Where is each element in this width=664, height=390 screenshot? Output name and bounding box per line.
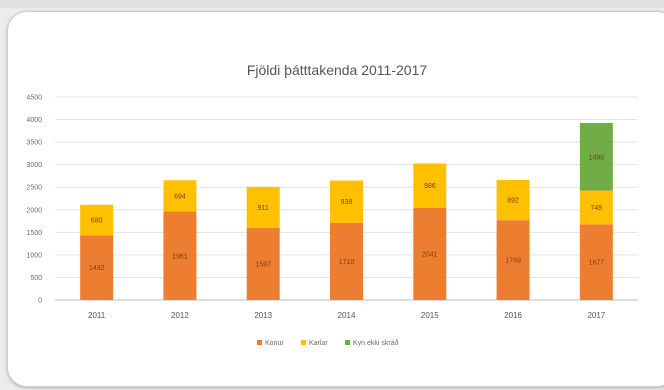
y-tick-label: 500 [30, 275, 42, 282]
bar-konur-2016 [496, 220, 530, 300]
data-label: 680 [91, 218, 103, 225]
y-tick-label: 1500 [26, 230, 42, 237]
bar-konur-2011 [80, 235, 114, 300]
bar-karlar-2013 [246, 186, 280, 228]
bar-karlar-2011 [80, 204, 114, 236]
data-label: 1498 [589, 154, 605, 161]
data-label: 1677 [589, 260, 605, 267]
y-tick-label: 0 [38, 298, 42, 305]
bar-karlar-2012 [163, 180, 197, 212]
chart-title: Fjöldi þátttakenda 2011-2017 [247, 62, 428, 78]
x-tick-label: 2015 [421, 311, 439, 320]
y-tick-label: 3000 [26, 162, 42, 169]
data-label: 986 [424, 183, 436, 190]
data-label: 694 [174, 193, 186, 200]
data-label: 1710 [339, 259, 355, 266]
bars: 1432 680 1961 694 1597 911 1710 938 2041 986 1769 8… [80, 122, 613, 300]
x-tick-label: 2014 [338, 311, 356, 320]
bar-karlar-2016 [496, 179, 530, 221]
legend-swatch [257, 340, 262, 345]
legend-swatch [345, 340, 350, 345]
bar-konur-2013 [246, 227, 280, 300]
bar-kyn-ekki-skr--2017 [579, 122, 613, 191]
data-label: 1961 [172, 253, 188, 260]
data-label: 2041 [422, 251, 438, 258]
data-label: 892 [507, 198, 519, 205]
x-tick-label: 2012 [171, 311, 189, 320]
x-tick-label: 2013 [254, 311, 272, 320]
data-label: 1432 [89, 265, 105, 272]
bar-konur-2017 [579, 224, 613, 300]
bar-konur-2014 [330, 222, 363, 300]
data-label: 1769 [505, 258, 521, 265]
data-label: 911 [258, 205, 269, 212]
x-tick-label: 2011 [88, 311, 106, 320]
legend: Konur Karlar Kyn ekki skráð [257, 339, 399, 347]
bar-konur-2015 [413, 207, 447, 300]
y-tick-label: 2500 [26, 185, 42, 192]
legend-label: Kyn ekki skráð [353, 339, 399, 347]
top-bar [0, 0, 664, 8]
x-axis: 2011 2012 2013 2014 2015 2016 2017 [88, 311, 606, 320]
bar-konur-2012 [163, 211, 197, 300]
y-tick-label: 3500 [26, 140, 42, 147]
legend-label: Konur [265, 340, 284, 347]
data-label: 1597 [255, 261, 271, 268]
y-tick-label: 2000 [26, 207, 42, 214]
x-tick-label: 2017 [587, 311, 605, 320]
bar-karlar-2015 [413, 163, 447, 208]
y-axis: 0 500 1000 1500 2000 2500 3000 3500 4000 4500 [26, 95, 42, 305]
gridlines [55, 96, 638, 301]
data-label: 938 [341, 199, 353, 206]
y-tick-label: 4500 [26, 95, 42, 102]
data-label: 749 [591, 205, 603, 212]
x-tick-label: 2016 [504, 311, 522, 320]
legend-swatch [301, 340, 306, 345]
bar-karlar-2014 [330, 180, 363, 223]
y-tick-label: 4000 [26, 117, 42, 124]
bar-karlar-2017 [579, 190, 613, 225]
y-tick-label: 1000 [26, 252, 42, 259]
legend-label: Karlar [309, 340, 328, 347]
